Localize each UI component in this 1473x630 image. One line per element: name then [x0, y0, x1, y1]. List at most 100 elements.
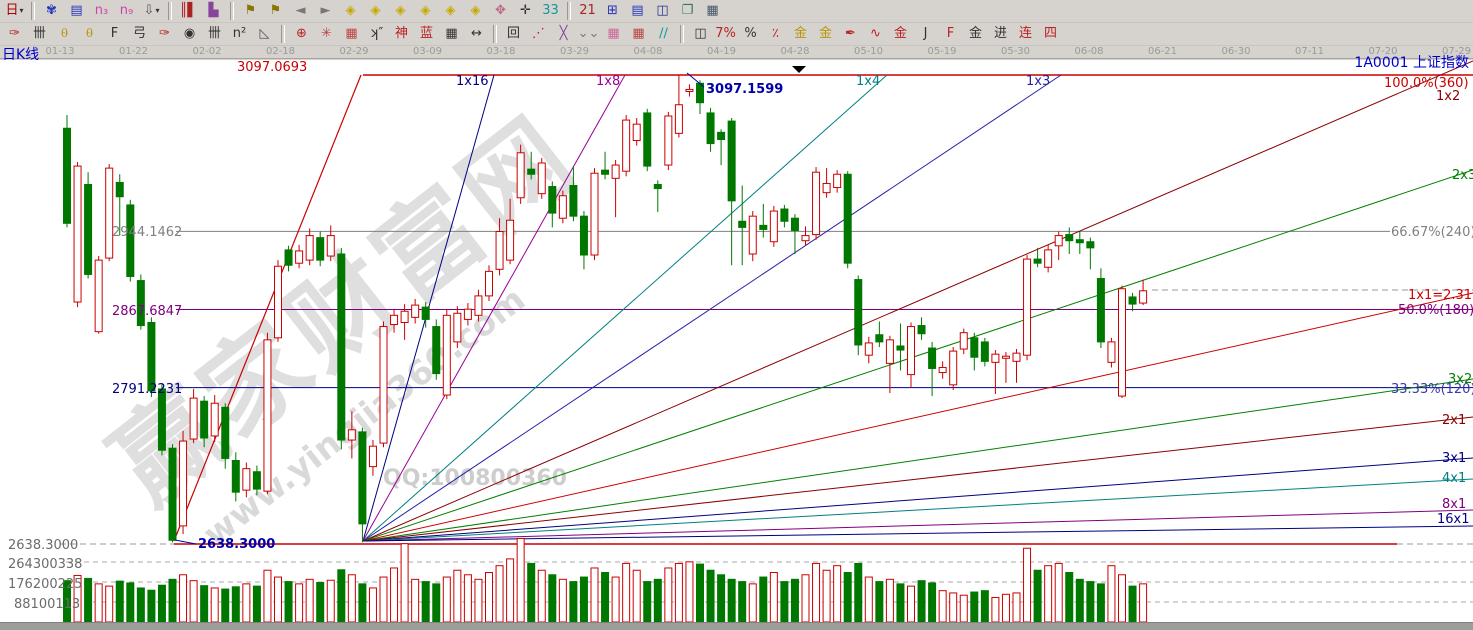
- date-tick: 07-20: [1368, 46, 1398, 57]
- volume-bar: [843, 572, 852, 622]
- candle-body: [801, 235, 810, 242]
- candle-body: [1086, 241, 1095, 249]
- gann-grid-icon[interactable]: ▦: [345, 26, 358, 41]
- angle-tool-icon[interactable]: ◺: [259, 26, 270, 41]
- price-label: 3097.0693: [237, 60, 307, 75]
- fan-lines-red-icon[interactable]: ⋰: [532, 26, 545, 41]
- candle-body: [643, 112, 652, 167]
- lian-tool-icon[interactable]: 连: [1018, 26, 1032, 41]
- page-right-icon[interactable]: ►: [320, 3, 331, 18]
- anchor-price-label: 2638.3000: [198, 537, 275, 552]
- pin-dropdown-icon[interactable]: ⇩ ▾: [139, 0, 164, 22]
- cross-lines-icon[interactable]: ╳: [559, 26, 568, 41]
- golden-grid-a-icon[interactable]: ⍬: [60, 26, 69, 41]
- flag-last-icon[interactable]: ⚑: [269, 3, 282, 18]
- gann-fan-line-16x1: [362, 525, 1473, 542]
- kline-style-icon[interactable]: ║▌: [179, 3, 198, 18]
- grid-table-icon[interactable]: ⊞: [607, 3, 618, 18]
- toolbar-separator: [168, 2, 172, 20]
- volume-bar: [432, 583, 441, 622]
- volume-bar: [970, 591, 979, 622]
- diamond-expand-icon[interactable]: ◈: [395, 3, 406, 18]
- volume-bar: [1075, 578, 1084, 622]
- pen-flag-icon[interactable]: ✒: [845, 26, 856, 41]
- report-view-icon[interactable]: ▤: [70, 3, 83, 18]
- gann-compass-icon[interactable]: ⊕: [296, 26, 307, 41]
- candle-body: [347, 429, 356, 441]
- brush-red-2-icon[interactable]: ✑: [159, 26, 170, 41]
- slash-lines-icon[interactable]: ∕∕: [659, 26, 668, 41]
- date-tick: 02-18: [265, 46, 296, 57]
- chart-area[interactable]: 赢家财富网 www.yingjia360.com QQ:100800360 1x16 1…: [0, 59, 1473, 622]
- f-ruler-icon[interactable]: F: [110, 26, 119, 41]
- candle-body: [73, 165, 82, 303]
- gold-underline-icon[interactable]: 金: [893, 26, 907, 41]
- hand-pan-tool-icon[interactable]: ✥: [495, 3, 506, 18]
- calendar-21-icon[interactable]: 21: [579, 3, 596, 18]
- comb-tool-2-icon[interactable]: 卌: [207, 26, 221, 41]
- period-daily-dropdown-icon[interactable]: 日 ▾: [2, 0, 27, 22]
- grid-123-icon[interactable]: ▦: [445, 26, 458, 41]
- candle-body: [980, 341, 989, 362]
- grid-red-icon[interactable]: ▦: [632, 26, 645, 41]
- candle-body: [970, 337, 979, 358]
- doc-edit-icon[interactable]: ▤: [631, 3, 644, 18]
- candle-body: [453, 312, 462, 343]
- candle-body: [1075, 239, 1084, 244]
- brush-red-icon[interactable]: ✑: [9, 26, 20, 41]
- ruler-33-icon[interactable]: 33: [542, 3, 559, 18]
- kline-note-icon[interactable]: ʞ″: [369, 26, 384, 41]
- candle-body: [717, 131, 726, 140]
- crosshair-tool-icon[interactable]: ✛: [520, 3, 531, 18]
- percent-five-icon[interactable]: ٪: [772, 26, 779, 41]
- bow-tool-icon[interactable]: 弓: [132, 26, 146, 41]
- volume-histogram-icon[interactable]: ▙: [208, 3, 219, 18]
- golden-grid-b-icon[interactable]: ⍬: [85, 26, 94, 41]
- f-angle-icon[interactable]: F: [946, 26, 955, 41]
- gold-circle-icon[interactable]: 金: [793, 26, 807, 41]
- export-image-icon[interactable]: ▦: [706, 3, 719, 18]
- lan-tool-icon[interactable]: 蓝: [419, 26, 433, 41]
- wave-n3-tool-icon[interactable]: n₃: [94, 3, 109, 18]
- diamond-compress-icon[interactable]: ◈: [420, 3, 431, 18]
- zigzag-lines-icon[interactable]: ⌄⌄: [577, 26, 600, 41]
- volume-bar: [1023, 547, 1032, 622]
- shen-tool-icon[interactable]: 神: [394, 26, 408, 41]
- candle-body: [168, 447, 177, 541]
- gold-angle-icon[interactable]: 金: [968, 26, 982, 41]
- diamond-zoom-out-icon[interactable]: ◈: [470, 3, 481, 18]
- diamond-scroll-left-icon[interactable]: ◈: [345, 3, 356, 18]
- save-icon[interactable]: ◫: [656, 3, 669, 18]
- percent-icon[interactable]: %: [744, 26, 757, 41]
- flag-first-icon[interactable]: ⚑: [244, 3, 257, 18]
- wave-n9-tool-icon[interactable]: n₉: [119, 3, 134, 18]
- n-squared-cycle-icon[interactable]: n²: [232, 26, 247, 41]
- spiral-tool-icon[interactable]: ✳: [321, 26, 332, 41]
- right-label: 50.0%(180): [1398, 303, 1473, 318]
- percent-slash-icon[interactable]: 7%: [715, 26, 736, 41]
- gann-fan-line-1x2: [362, 60, 1473, 542]
- copy-icon[interactable]: ❐: [681, 3, 694, 18]
- circle-cycle-tool-icon[interactable]: ◉: [183, 26, 196, 41]
- symbol-code: 1A0001: [1354, 55, 1409, 71]
- comb-tool-icon[interactable]: 卌: [32, 26, 46, 41]
- page-left-icon[interactable]: ◄: [295, 3, 306, 18]
- price-label: 2944.1462: [112, 225, 182, 240]
- curve-lace-tool-icon[interactable]: ✾: [46, 3, 57, 18]
- gann-fan-line-3x1: [362, 457, 1473, 542]
- frame-tool-icon[interactable]: 回: [506, 26, 520, 41]
- volume-bar: [748, 583, 757, 622]
- gold-lines-icon[interactable]: 金: [818, 26, 832, 41]
- candle-body: [611, 164, 620, 179]
- diamond-zoom-in-icon[interactable]: ◈: [445, 3, 456, 18]
- j-angle-icon[interactable]: J: [923, 26, 928, 41]
- jin-angle-icon[interactable]: 进: [993, 26, 1007, 41]
- candle-body: [157, 388, 166, 451]
- wave-av-icon[interactable]: ∿: [870, 26, 881, 41]
- panel-layout-icon[interactable]: ◫: [694, 26, 707, 41]
- diamond-scroll-right-icon[interactable]: ◈: [370, 3, 381, 18]
- si-tool-icon[interactable]: 四: [1043, 26, 1057, 41]
- grid-pink-icon[interactable]: ▦: [607, 26, 620, 41]
- span-arrows-icon[interactable]: ↔: [471, 26, 482, 41]
